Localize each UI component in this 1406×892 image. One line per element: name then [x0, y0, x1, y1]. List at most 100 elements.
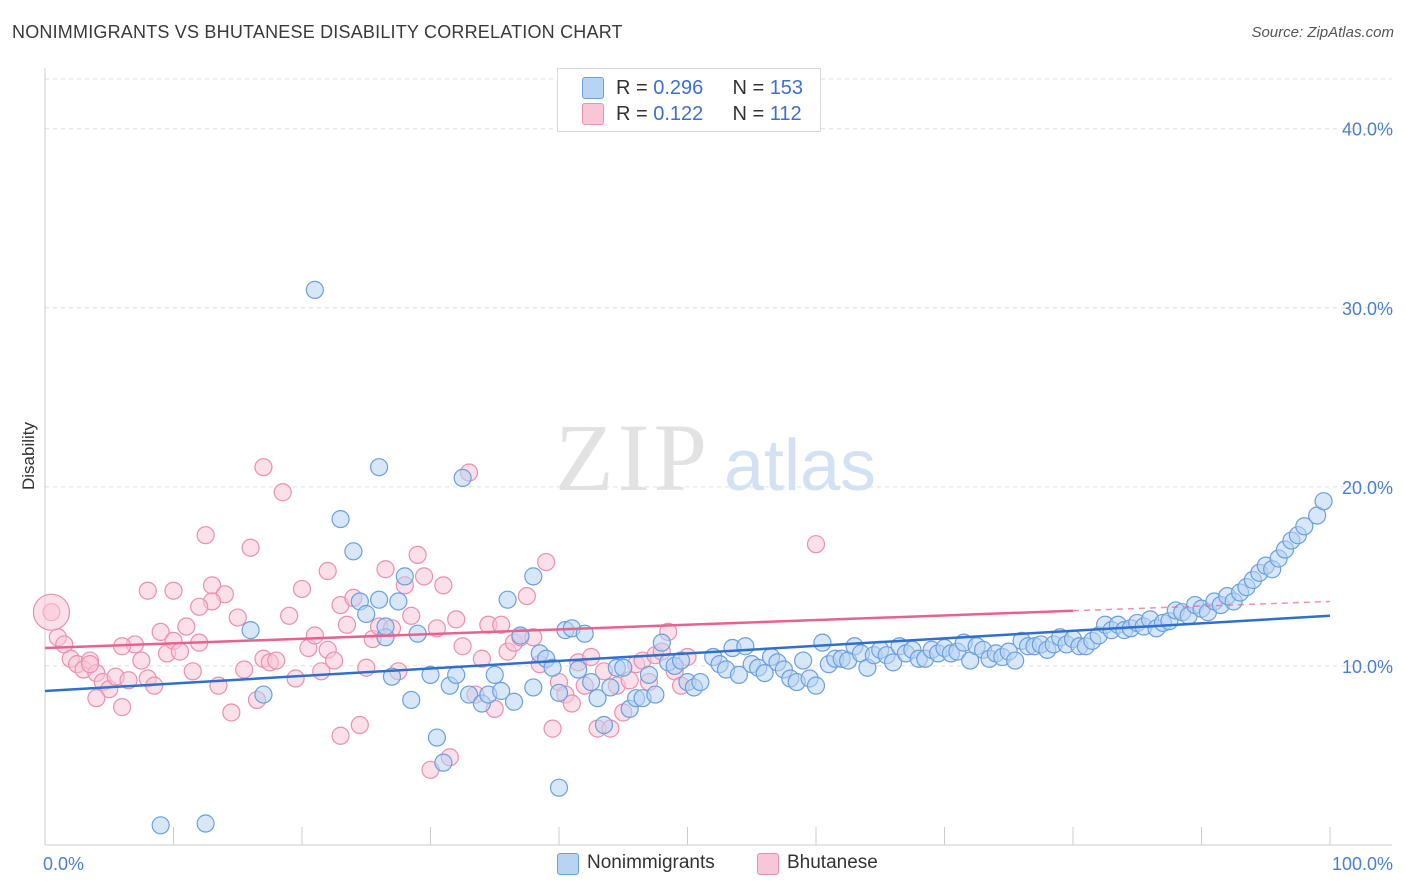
bhutanese-point	[183, 662, 202, 681]
nonimmigrants-point	[549, 778, 569, 797]
bhutanese-point	[241, 538, 260, 557]
nonimmigrants-point	[543, 658, 562, 677]
bhutanese-point	[254, 458, 273, 477]
nonimmigrants-point	[241, 621, 260, 640]
bhutanese-point	[402, 606, 421, 625]
bhutanese-point	[350, 715, 369, 735]
nonimmigrants-point	[729, 665, 749, 684]
nonimmigrants-point	[601, 678, 620, 697]
bhutanese-point	[517, 586, 536, 606]
nonimmigrants-point	[389, 592, 408, 611]
nonimmigrants-point	[524, 678, 543, 697]
chart-title: NONIMMIGRANTS VS BHUTANESE DISABILITY CO…	[12, 22, 623, 42]
nonimmigrants-point	[370, 458, 389, 477]
bhutanese-legend-swatch	[757, 853, 779, 875]
r-value: 0.296	[653, 77, 704, 99]
x-tick-label: 0.0%	[43, 854, 84, 874]
nonimmigrants-point	[639, 665, 659, 684]
nonimmigrants-point	[1295, 517, 1314, 536]
y-tick-label: 30.0%	[1342, 299, 1393, 319]
bhutanese-trend-line	[44, 609, 1074, 650]
bhutanese-point	[80, 655, 100, 674]
nonimmigrants-point	[402, 690, 421, 710]
bhutanese-point	[806, 535, 826, 554]
bhutanese-point	[222, 703, 241, 722]
r-label: R =	[616, 103, 654, 125]
nonimmigrants-point	[1314, 492, 1333, 511]
nonimmigrants-point	[357, 604, 376, 624]
nonimmigrants-point	[370, 590, 389, 609]
nonimmigrants-point	[736, 637, 755, 656]
bhutanese-point	[280, 606, 299, 625]
nonimmigrants-point	[883, 653, 903, 672]
nonimmigrants-point	[492, 681, 511, 701]
bhutanese-point	[177, 617, 196, 636]
bhutanese-point	[376, 560, 395, 579]
legend-label: Nonimmigrants	[587, 852, 715, 873]
bhutanese-point	[228, 608, 247, 627]
n-value: 153	[769, 77, 804, 99]
nonimmigrants-point	[434, 753, 453, 772]
nonimmigrants-point	[498, 590, 517, 609]
nonimmigrants-legend-swatch	[557, 853, 579, 875]
bhutanese-point	[87, 689, 106, 708]
nonimmigrants-trend-line	[44, 614, 1331, 693]
bhutanese-point	[235, 660, 254, 679]
n-value: 112	[769, 103, 802, 125]
bhutanese-point	[164, 581, 183, 600]
nonimmigrants-point	[569, 660, 588, 679]
bhutanese-point	[132, 651, 151, 670]
bhutanese-point	[582, 647, 601, 667]
nonimmigrants-point	[459, 685, 479, 704]
bhutanese-point	[170, 642, 190, 661]
nonimmigrants-point	[524, 567, 543, 586]
series-legend: Nonimmigrants Bhutanese	[0, 852, 1406, 878]
nonimmigrants-point	[646, 685, 665, 704]
nonimmigrants-point	[344, 542, 363, 561]
bhutanese-point	[562, 694, 581, 713]
bhutanese-point	[196, 526, 215, 545]
watermark: ZIP atlas	[555, 404, 876, 511]
nonimmigrants-point	[453, 468, 472, 488]
nonimmigrants-point	[504, 692, 524, 711]
nonimmigrants-point	[421, 665, 440, 684]
nonimmigrants-points	[151, 280, 1333, 835]
bhutanese-point	[292, 579, 312, 599]
y-axis-label: Disability	[19, 421, 38, 490]
nonimmigrants-point	[806, 676, 826, 695]
bhutanese-point	[447, 610, 466, 629]
bhutanese-point	[537, 552, 556, 572]
bhutanese-point	[305, 626, 324, 645]
watermark-zip: ZIP	[555, 404, 711, 511]
bhutanese-point	[112, 698, 132, 717]
nonimmigrants-point	[549, 683, 569, 702]
bhutanese-point	[318, 561, 337, 581]
legend-label: Bhutanese	[787, 852, 878, 873]
bhutanese-point	[472, 649, 491, 668]
nonimmigrants-point	[395, 567, 414, 586]
n-label: N =	[732, 103, 770, 125]
bhutanese-point	[325, 651, 344, 670]
bhutanese-point	[492, 615, 511, 634]
nonimmigrants-point	[691, 672, 710, 692]
r-value: 0.122	[653, 103, 704, 125]
bhutanese-point	[267, 651, 286, 670]
nonimmigrants-point	[331, 509, 350, 529]
nonimmigrants-point	[485, 665, 504, 684]
nonimmigrants-point	[594, 715, 614, 735]
bhutanese-point	[331, 726, 350, 745]
bhutanese-point	[138, 581, 157, 600]
y-tick-label: 20.0%	[1342, 478, 1393, 498]
x-tick-label: 100.0%	[1332, 854, 1393, 874]
nonimmigrants-point	[794, 651, 813, 670]
nonimmigrants-point	[582, 672, 601, 692]
bhutanese-point	[414, 567, 434, 586]
nonimmigrants-point	[151, 816, 170, 835]
n-label: N =	[732, 77, 770, 99]
tick-labels: 10.0% 20.0% 30.0% 40.0% 0.0% 100.0%	[43, 120, 1393, 874]
grid-lines	[45, 78, 1392, 667]
r-label: R =	[616, 77, 654, 99]
y-tick-label: 10.0%	[1342, 657, 1393, 677]
nonimmigrants-point	[588, 689, 607, 708]
bhutanese-point	[434, 576, 453, 595]
